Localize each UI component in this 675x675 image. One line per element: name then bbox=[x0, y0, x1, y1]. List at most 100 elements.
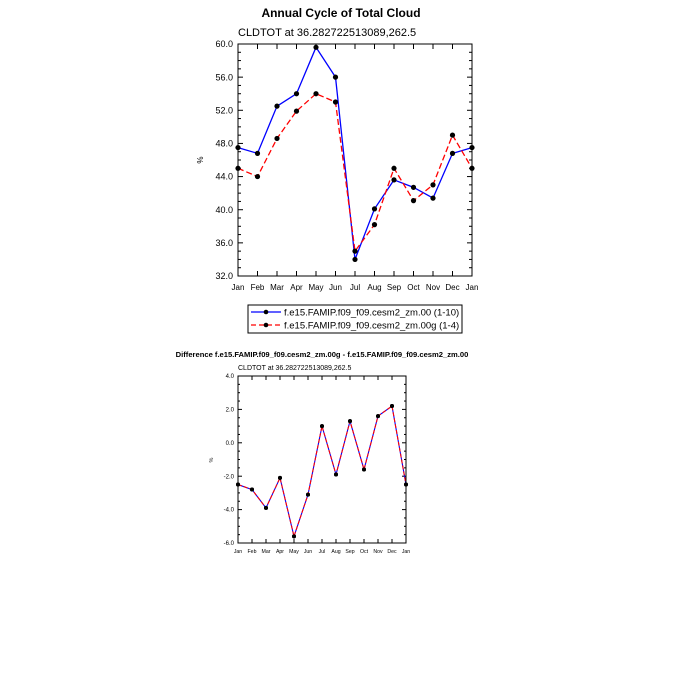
legend-label-series-2: f.e15.FAMIP.f09_f09.cesm2_zm.00g (1-4) bbox=[284, 321, 459, 332]
x-tick-label: Jul bbox=[319, 549, 326, 555]
x-tick-label: Mar bbox=[262, 549, 271, 555]
chart1-series bbox=[235, 44, 475, 263]
y-tick-label: 52.0 bbox=[215, 105, 233, 115]
x-tick-label: Jan bbox=[402, 549, 410, 555]
y-tick-label: -6.0 bbox=[224, 541, 235, 547]
series-2-point bbox=[320, 424, 324, 429]
x-tick-label: Oct bbox=[407, 283, 420, 292]
x-tick-label: Jan bbox=[466, 283, 479, 292]
series-1-point bbox=[391, 177, 397, 183]
y-tick-label: -2.0 bbox=[224, 474, 235, 480]
x-tick-label: Nov bbox=[426, 283, 440, 292]
y-tick-label: 60.0 bbox=[215, 39, 233, 49]
chart1-y-tick-labels: 32.0 36.0 40.0 44.0 48.0 52.0 56.0 60.0 bbox=[215, 39, 233, 281]
series-2-point bbox=[449, 132, 456, 138]
series-2-point bbox=[264, 505, 268, 510]
series-1-point bbox=[352, 256, 358, 263]
series-1-point bbox=[410, 184, 417, 190]
x-tick-label: Dec bbox=[387, 549, 397, 555]
annual-cycle-chart: Annual Cycle of Total Cloud CLDTOT at 36… bbox=[196, 6, 479, 334]
chart2-title: Difference f.e15.FAMIP.f09_f09.cesm2_zm.… bbox=[176, 350, 469, 359]
x-tick-label: Aug bbox=[367, 283, 381, 292]
x-tick-label: Jan bbox=[234, 549, 242, 555]
series-2-point bbox=[352, 248, 358, 254]
series-1-point bbox=[293, 91, 300, 97]
y-tick-label: 36.0 bbox=[215, 238, 233, 248]
series-1-point bbox=[313, 44, 319, 50]
series-line-1 bbox=[237, 45, 473, 260]
legend-marker-series-1 bbox=[263, 309, 269, 315]
chart1-x-tick-labels: Jan Feb Mar Apr May Jun Jul Aug Sep Oct Nov Dec Jan bbox=[232, 283, 479, 292]
x-tick-label: May bbox=[308, 283, 323, 292]
y-tick-label: 44.0 bbox=[215, 172, 233, 182]
chart1-plot-frame bbox=[237, 43, 473, 277]
series-1-point bbox=[449, 150, 456, 156]
x-tick-label: Jan bbox=[232, 283, 245, 292]
chart2-plot-frame bbox=[237, 375, 407, 544]
series-2-point bbox=[410, 198, 417, 204]
x-tick-label: Dec bbox=[445, 283, 459, 292]
series-2-point bbox=[313, 91, 319, 97]
series-2-point bbox=[293, 108, 300, 114]
y-tick-label: -4.0 bbox=[224, 508, 235, 514]
y-tick-label: 2.0 bbox=[226, 408, 235, 414]
series-2-point bbox=[348, 419, 352, 424]
x-tick-label: Nov bbox=[373, 549, 383, 555]
series-2-point bbox=[254, 173, 261, 180]
series-2-point bbox=[278, 475, 282, 480]
legend-marker-series-2 bbox=[263, 322, 269, 328]
x-tick-label: May bbox=[289, 549, 299, 555]
x-tick-label: Jul bbox=[350, 283, 360, 292]
x-tick-label: Apr bbox=[276, 549, 284, 555]
series-2-point bbox=[390, 404, 394, 409]
series-2-point bbox=[430, 182, 436, 188]
series-line-2 bbox=[237, 92, 473, 253]
series-1-point bbox=[274, 103, 280, 109]
y-tick-label: 48.0 bbox=[215, 139, 233, 149]
chart1-ticks bbox=[237, 43, 473, 277]
chart1-subtitle: CLDTOT at 36.282722513089,262.5 bbox=[238, 27, 416, 39]
series-2-point bbox=[334, 472, 338, 477]
x-tick-label: Apr bbox=[290, 283, 303, 292]
x-tick-label: Jun bbox=[329, 283, 342, 292]
series-2-point bbox=[391, 165, 397, 171]
x-tick-label: Oct bbox=[360, 549, 369, 555]
series-1-point bbox=[430, 195, 436, 201]
x-tick-label: Mar bbox=[270, 283, 284, 292]
chart2-ylabel: % bbox=[209, 457, 215, 462]
y-tick-label: 4.0 bbox=[226, 374, 235, 380]
series-2-point bbox=[274, 135, 280, 142]
series-2-point bbox=[250, 487, 254, 492]
y-tick-label: 0.0 bbox=[226, 441, 235, 447]
series-2-point bbox=[306, 492, 310, 497]
x-tick-label: Aug bbox=[331, 549, 340, 555]
series-2-point bbox=[376, 414, 380, 419]
y-tick-label: 32.0 bbox=[215, 271, 233, 281]
series-2-point bbox=[292, 534, 296, 539]
chart2-subtitle: CLDTOT at 36.282722513089,262.5 bbox=[238, 365, 351, 372]
x-tick-label: Jun bbox=[304, 549, 312, 555]
y-tick-label: 40.0 bbox=[215, 205, 233, 215]
series-1-point bbox=[332, 74, 339, 80]
y-tick-label: 56.0 bbox=[215, 72, 233, 82]
series-1-point bbox=[254, 150, 261, 156]
x-tick-label: Sep bbox=[387, 283, 402, 292]
legend-label-series-1: f.e15.FAMIP.f09_f09.cesm2_zm.00 (1-10) bbox=[284, 308, 459, 319]
chart2-ticks bbox=[237, 375, 407, 544]
legend-frame bbox=[247, 304, 463, 334]
series-1-point bbox=[371, 206, 378, 212]
chart1-ylabel: % bbox=[196, 156, 205, 163]
chart2-x-tick-labels: Jan Feb Mar Apr May Jun Jul Aug Sep Oct Nov Dec Jan bbox=[234, 549, 410, 555]
x-tick-label: Feb bbox=[248, 549, 257, 555]
series-2-point bbox=[332, 99, 339, 105]
chart1-legend: f.e15.FAMIP.f09_f09.cesm2_zm.00 (1-10) f… bbox=[247, 304, 463, 334]
chart2-series bbox=[236, 404, 408, 539]
x-tick-label: Sep bbox=[345, 549, 354, 555]
chart2-y-tick-labels: -6.0 -4.0 -2.0 0.0 2.0 4.0 bbox=[224, 374, 235, 547]
difference-chart: Difference f.e15.FAMIP.f09_f09.cesm2_zm.… bbox=[176, 350, 469, 555]
series-2-point bbox=[371, 222, 378, 228]
series-2-point bbox=[362, 467, 366, 472]
chart1-title: Annual Cycle of Total Cloud bbox=[261, 6, 420, 20]
x-tick-label: Feb bbox=[251, 283, 265, 292]
